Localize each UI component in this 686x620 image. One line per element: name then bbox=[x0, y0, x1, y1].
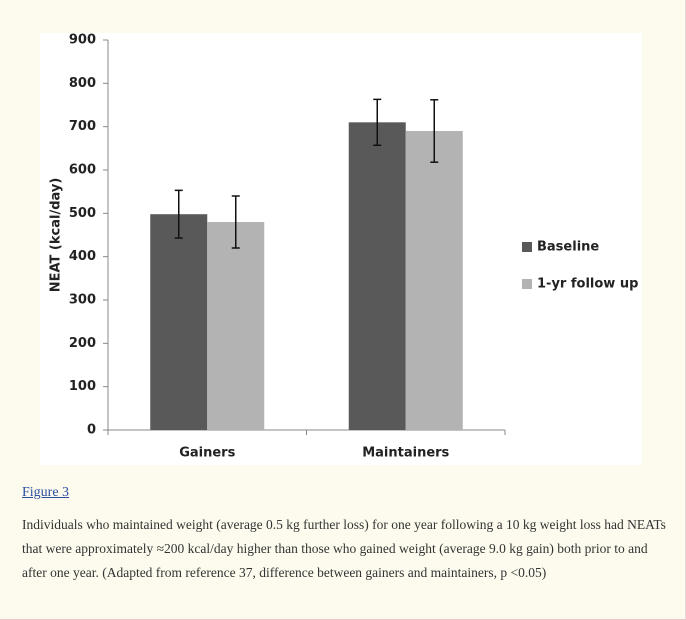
error-bar bbox=[231, 195, 240, 249]
y-tick-label: 300 bbox=[69, 293, 96, 308]
bar bbox=[348, 122, 406, 430]
y-axis-label: NEAT (kcal/day) bbox=[49, 178, 64, 293]
y-tick-label: 700 bbox=[69, 119, 96, 134]
bar bbox=[150, 214, 208, 430]
y-tick-label: 400 bbox=[69, 249, 96, 264]
y-tick-label: 0 bbox=[87, 423, 96, 438]
figure-link[interactable]: Figure 3 bbox=[22, 485, 70, 500]
y-tick-label: 800 bbox=[69, 76, 96, 91]
figure-caption: Individuals who maintained weight (avera… bbox=[22, 517, 666, 580]
y-tick-label: 200 bbox=[69, 336, 96, 351]
error-bar bbox=[430, 99, 439, 163]
legend-label: 1-yr follow up bbox=[537, 277, 638, 292]
y-tick-label: 900 bbox=[69, 33, 96, 48]
error-bar bbox=[373, 98, 382, 147]
legend-label: Baseline bbox=[537, 240, 599, 255]
x-tick-label: Gainers bbox=[179, 446, 235, 461]
chart-background bbox=[40, 33, 642, 465]
error-bar bbox=[174, 189, 183, 239]
chart: NEAT (kcal/day) 0 100 200 300 400 500 600 700 80… bbox=[40, 33, 642, 465]
x-tick-label: Maintainers bbox=[362, 446, 449, 461]
bar bbox=[405, 131, 463, 430]
y-tick-label: 600 bbox=[69, 163, 96, 178]
legend-swatch bbox=[522, 279, 532, 289]
y-tick-label: 500 bbox=[69, 206, 96, 221]
y-tick-label: 100 bbox=[69, 379, 96, 394]
bar bbox=[207, 222, 265, 430]
legend-swatch bbox=[522, 242, 532, 252]
